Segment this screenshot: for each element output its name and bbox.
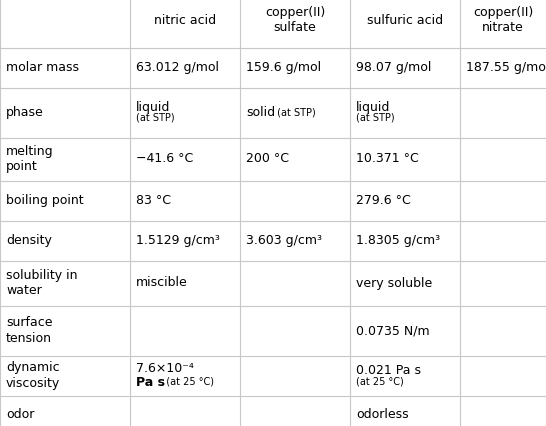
Text: 200 °C: 200 °C xyxy=(246,153,289,165)
Text: boiling point: boiling point xyxy=(6,194,84,207)
Text: 0.0735 N/m: 0.0735 N/m xyxy=(356,324,430,337)
Text: 1.8305 g/cm³: 1.8305 g/cm³ xyxy=(356,234,440,247)
Text: dynamic
viscosity: dynamic viscosity xyxy=(6,362,60,389)
Text: (at 25 °C): (at 25 °C) xyxy=(356,376,403,386)
Text: odor: odor xyxy=(6,408,34,421)
Text: 10.371 °C: 10.371 °C xyxy=(356,153,419,165)
Text: nitric acid: nitric acid xyxy=(154,14,216,26)
Text: (at 25 °C): (at 25 °C) xyxy=(160,377,214,387)
Text: (at STP): (at STP) xyxy=(136,113,175,123)
Text: copper(II)
nitrate: copper(II) nitrate xyxy=(473,6,533,34)
Text: 0.021 Pa s: 0.021 Pa s xyxy=(356,363,421,377)
Text: melting
point: melting point xyxy=(6,145,54,173)
Text: miscible: miscible xyxy=(136,276,188,290)
Text: 1.5129 g/cm³: 1.5129 g/cm³ xyxy=(136,234,220,247)
Text: surface
tension: surface tension xyxy=(6,317,52,345)
Text: density: density xyxy=(6,234,52,247)
Text: (at STP): (at STP) xyxy=(356,113,395,123)
Text: 98.07 g/mol: 98.07 g/mol xyxy=(356,61,431,74)
Text: 3.603 g/cm³: 3.603 g/cm³ xyxy=(246,234,322,247)
Text: 63.012 g/mol: 63.012 g/mol xyxy=(136,61,219,74)
Text: Pa s: Pa s xyxy=(136,375,165,389)
Text: 187.55 g/mol: 187.55 g/mol xyxy=(466,61,546,74)
Text: 7.6×10⁻⁴: 7.6×10⁻⁴ xyxy=(136,363,194,375)
Text: 83 °C: 83 °C xyxy=(136,194,171,207)
Text: (at STP): (at STP) xyxy=(274,107,316,118)
Text: copper(II)
sulfate: copper(II) sulfate xyxy=(265,6,325,34)
Text: sulfuric acid: sulfuric acid xyxy=(367,14,443,26)
Text: very soluble: very soluble xyxy=(356,276,432,290)
Text: 159.6 g/mol: 159.6 g/mol xyxy=(246,61,321,74)
Text: −41.6 °C: −41.6 °C xyxy=(136,153,193,165)
Text: phase: phase xyxy=(6,106,44,119)
Text: liquid: liquid xyxy=(356,101,390,113)
Text: solid: solid xyxy=(246,106,275,119)
Text: 279.6 °C: 279.6 °C xyxy=(356,194,411,207)
Text: molar mass: molar mass xyxy=(6,61,79,74)
Text: liquid: liquid xyxy=(136,101,170,113)
Text: odorless: odorless xyxy=(356,408,408,421)
Text: solubility in
water: solubility in water xyxy=(6,269,78,297)
